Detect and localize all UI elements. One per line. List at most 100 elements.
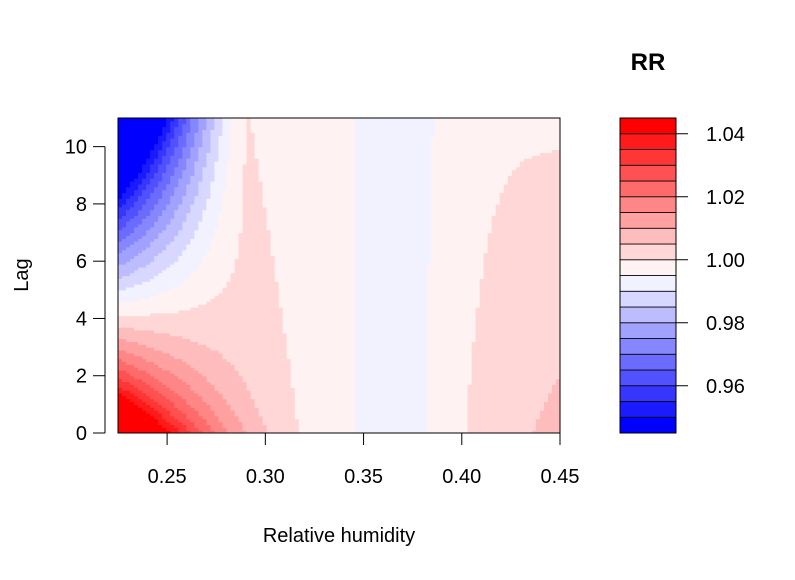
contour-cell (254, 132, 260, 136)
contour-cell (166, 201, 171, 205)
contour-cell (238, 309, 244, 314)
contour-cell (118, 427, 123, 431)
contour-cell (162, 352, 167, 357)
contour-cell (138, 120, 143, 125)
contour-cell (166, 178, 171, 182)
contour-cell (294, 341, 300, 345)
contour-cell (226, 241, 232, 245)
contour-cell (210, 258, 216, 262)
contour-cell (250, 384, 256, 388)
contour-cell (274, 241, 280, 245)
contour-cell (134, 264, 139, 268)
contour-cell (286, 430, 292, 433)
contour-cell (134, 312, 139, 317)
contour-cell (262, 375, 268, 380)
contour-cell (150, 246, 155, 251)
contour-cell (246, 355, 252, 360)
contour-cell (226, 266, 232, 271)
contour-cell (294, 361, 300, 365)
contour-cell (194, 264, 199, 268)
contour-cell (170, 278, 175, 282)
contour-cell (118, 238, 123, 242)
contour-cell (178, 324, 183, 328)
contour-cell (166, 123, 171, 128)
contour-cell (158, 390, 163, 394)
contour-cell (282, 152, 288, 156)
contour-cell (286, 361, 292, 365)
contour-cell (146, 198, 151, 202)
contour-cell (234, 166, 240, 171)
contour-cell (250, 123, 256, 128)
contour-cell (162, 284, 167, 288)
contour-cell (138, 355, 143, 360)
contour-cell (130, 241, 135, 245)
contour-cell (274, 218, 280, 222)
contour-cell (262, 281, 268, 285)
contour-cell (270, 241, 276, 245)
contour-cell (222, 307, 228, 311)
contour-cell (186, 264, 191, 268)
contour-cell (186, 215, 191, 219)
contour-cell (122, 375, 127, 380)
contour-cell (286, 166, 292, 171)
contour-cell (214, 349, 220, 354)
contour-cell (138, 392, 143, 397)
contour-cell (162, 384, 167, 388)
contour-cell (258, 284, 264, 288)
contour-cell (198, 309, 203, 314)
contour-cell (258, 407, 264, 411)
contour-cell (190, 146, 195, 151)
contour-cell (130, 238, 135, 242)
contour-cell (142, 235, 147, 239)
contour-cell (230, 344, 236, 348)
contour-cell (246, 192, 252, 196)
contour-cell (190, 364, 195, 368)
contour-cell (190, 307, 195, 311)
contour-cell (186, 223, 191, 228)
contour-cell (158, 163, 163, 168)
contour-cell (286, 375, 292, 380)
contour-cell (150, 218, 155, 222)
contour-cell (290, 312, 296, 317)
contour-cell (122, 189, 127, 194)
contour-cell (142, 203, 147, 208)
contour-cell (190, 375, 195, 380)
contour-cell (230, 358, 236, 363)
contour-cell (234, 264, 240, 268)
contour-cell (202, 169, 207, 174)
contour-cell (242, 189, 248, 194)
contour-cell (134, 221, 139, 225)
contour-cell (122, 295, 127, 300)
contour-cell (146, 415, 151, 420)
contour-cell (290, 315, 296, 320)
contour-cell (266, 212, 272, 216)
contour-cell (138, 415, 143, 420)
contour-cell (182, 324, 187, 328)
contour-cell (118, 166, 123, 171)
contour-cell (270, 341, 276, 345)
contour-cell (266, 158, 272, 162)
contour-cell (266, 218, 272, 222)
contour-cell (286, 284, 292, 288)
contour-cell (202, 246, 207, 251)
contour-cell (178, 126, 183, 131)
contour-cell (274, 229, 280, 234)
contour-cell (130, 155, 135, 159)
contour-cell (134, 341, 139, 345)
contour-cell (202, 338, 207, 342)
contour-cell (130, 352, 135, 357)
contour-cell (170, 355, 175, 360)
contour-cell (270, 246, 276, 251)
contour-cell (234, 195, 240, 199)
contour-cell (270, 298, 276, 302)
contour-cell (134, 172, 139, 176)
contour-cell (134, 169, 139, 174)
contour-cell (178, 370, 183, 374)
contour-cell (238, 175, 244, 179)
contour-cell (246, 258, 252, 262)
contour-cell (270, 404, 276, 408)
contour-cell (282, 430, 288, 433)
contour-cell (226, 398, 232, 403)
contour-cell (286, 381, 292, 385)
contour-cell (126, 412, 131, 417)
